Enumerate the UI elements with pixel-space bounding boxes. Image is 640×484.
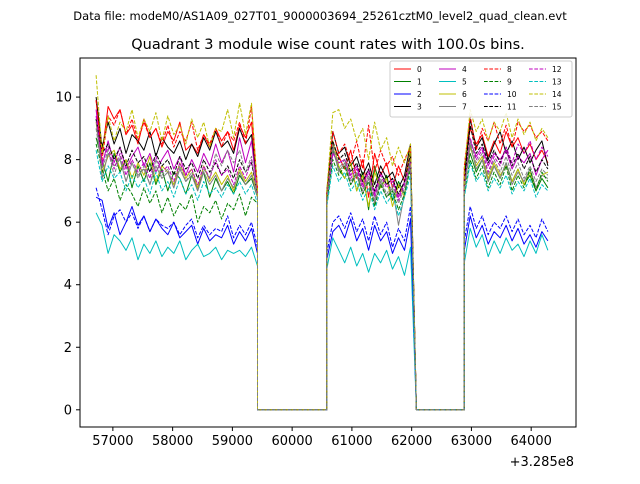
legend-box: [389, 60, 573, 118]
axes-frame: [79, 57, 577, 428]
series-line-11: [95, 118, 549, 411]
y-tick-label: 0: [64, 403, 72, 418]
x-tick-label: 60000: [271, 434, 312, 449]
series-layer: [95, 75, 549, 411]
y-tick-label: 10: [55, 91, 72, 106]
x-tick-label: 64000: [511, 434, 552, 449]
legend-label-8: 8: [507, 65, 512, 74]
legend-label-0: 0: [417, 65, 422, 74]
x-tick-label: 62000: [391, 434, 432, 449]
axes-layer: 57000 58000 59000 60000 61000 62000 63000 64000…: [55, 57, 577, 449]
series-line-5: [95, 212, 549, 411]
suptitle: Data file: modeM0/AS1A09_027T01_90000036…: [73, 9, 567, 23]
legend-label-6: 6: [462, 90, 467, 99]
legend-label-10: 10: [507, 90, 517, 99]
series-line-10: [95, 187, 549, 411]
legend-label-2: 2: [417, 90, 422, 99]
legend-label-3: 3: [417, 103, 422, 112]
x-tick-label: 58000: [152, 434, 193, 449]
chart-title: Quadrant 3 module wise count rates with …: [131, 37, 525, 53]
legend-label-4: 4: [462, 65, 467, 74]
legend-label-12: 12: [552, 65, 562, 74]
series-line-8: [95, 100, 549, 411]
y-tick-label: 8: [64, 153, 72, 168]
legend-label-5: 5: [462, 78, 467, 87]
legend-label-13: 13: [552, 78, 562, 87]
legend-label-11: 11: [507, 103, 517, 112]
series-line-9: [95, 143, 549, 411]
legend-label-1: 1: [417, 78, 422, 87]
series-line-14: [95, 75, 549, 411]
series-line-15: [95, 128, 549, 411]
series-line-12: [95, 115, 549, 411]
y-tick-label: 4: [64, 278, 72, 293]
x-tick-label: 57000: [92, 434, 133, 449]
y-tick-label: 6: [64, 216, 72, 231]
x-tick-label: 59000: [212, 434, 253, 449]
series-line-13: [95, 150, 549, 411]
legend-label-7: 7: [462, 103, 467, 112]
y-tick-label: 2: [64, 341, 72, 356]
legend-label-15: 15: [552, 103, 562, 112]
legend-label-9: 9: [507, 78, 512, 87]
x-tick-label: 63000: [451, 434, 492, 449]
x-tick-label: 61000: [331, 434, 372, 449]
legend-label-14: 14: [552, 90, 562, 99]
x-offset-text: +3.285e8: [510, 455, 574, 470]
